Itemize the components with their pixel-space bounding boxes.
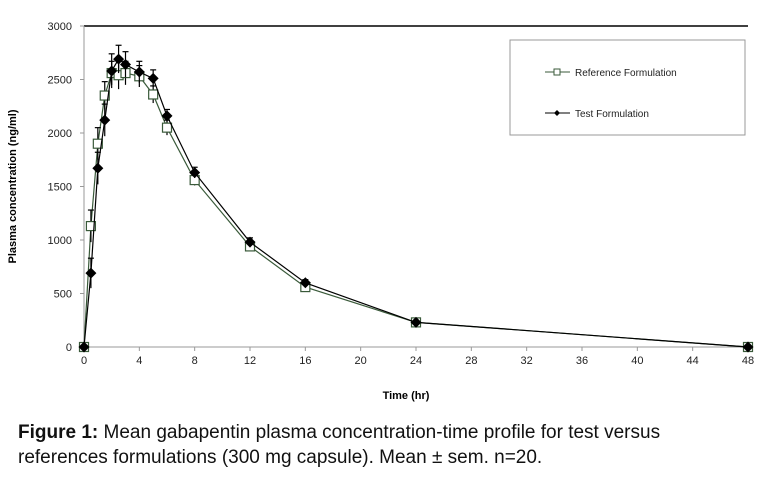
x-tick-label: 48 <box>742 355 754 367</box>
legend-label-1: Test Formulation <box>575 109 649 120</box>
data-point-test <box>92 162 104 174</box>
legend-marker-reference <box>553 68 561 76</box>
legend-box <box>509 39 746 136</box>
y-tick-label: 2500 <box>48 75 72 87</box>
data-point-test <box>147 72 159 84</box>
data-point-reference <box>92 138 103 149</box>
caption-text: Mean gabapentin plasma concentration-tim… <box>18 422 661 468</box>
figure-caption: Figure 1: Mean gabapentin plasma concent… <box>18 420 748 470</box>
y-axis-label: Plasma concentration (ng/ml) <box>7 109 19 263</box>
data-point-test <box>133 66 145 78</box>
data-point-test <box>113 53 125 65</box>
data-point-test <box>410 316 422 328</box>
y-tick-label: 0 <box>66 342 72 354</box>
data-point-test <box>161 110 173 122</box>
x-tick-label: 40 <box>631 355 643 367</box>
data-point-reference <box>85 220 97 232</box>
x-tick-label: 44 <box>687 355 699 367</box>
x-tick-label: 28 <box>465 355 477 367</box>
x-tick-label: 36 <box>576 355 588 367</box>
x-tick-label: 4 <box>136 355 142 367</box>
data-point-reference <box>161 122 173 133</box>
legend-label-0: Reference Formulation <box>575 68 677 79</box>
y-tick-label: 1000 <box>48 235 72 247</box>
legend-marker-test <box>554 110 560 116</box>
data-point-test <box>189 167 201 179</box>
x-tick-label: 16 <box>299 355 311 367</box>
x-tick-label: 12 <box>244 355 256 367</box>
y-tick-label: 1500 <box>48 182 72 194</box>
x-axis-label: Time (hr) <box>383 390 430 402</box>
x-tick-label: 20 <box>355 355 367 367</box>
data-point-test <box>78 341 90 353</box>
x-tick-label: 24 <box>410 355 422 367</box>
data-point-reference <box>148 89 159 100</box>
caption-label: Figure 1: <box>18 422 99 443</box>
data-point-test <box>120 59 131 71</box>
y-tick-label: 3000 <box>48 21 72 33</box>
data-point-test <box>244 236 256 248</box>
x-tick-label: 0 <box>81 355 87 367</box>
y-tick-label: 2000 <box>48 128 72 140</box>
x-tick-label: 32 <box>521 355 533 367</box>
data-point-test <box>299 277 311 289</box>
data-point-reference <box>99 90 110 101</box>
y-tick-label: 500 <box>54 289 72 301</box>
data-point-test <box>742 341 754 353</box>
x-tick-label: 8 <box>192 355 198 367</box>
data-point-test <box>106 65 118 77</box>
data-point-test <box>99 114 111 126</box>
data-point-test <box>85 267 97 279</box>
